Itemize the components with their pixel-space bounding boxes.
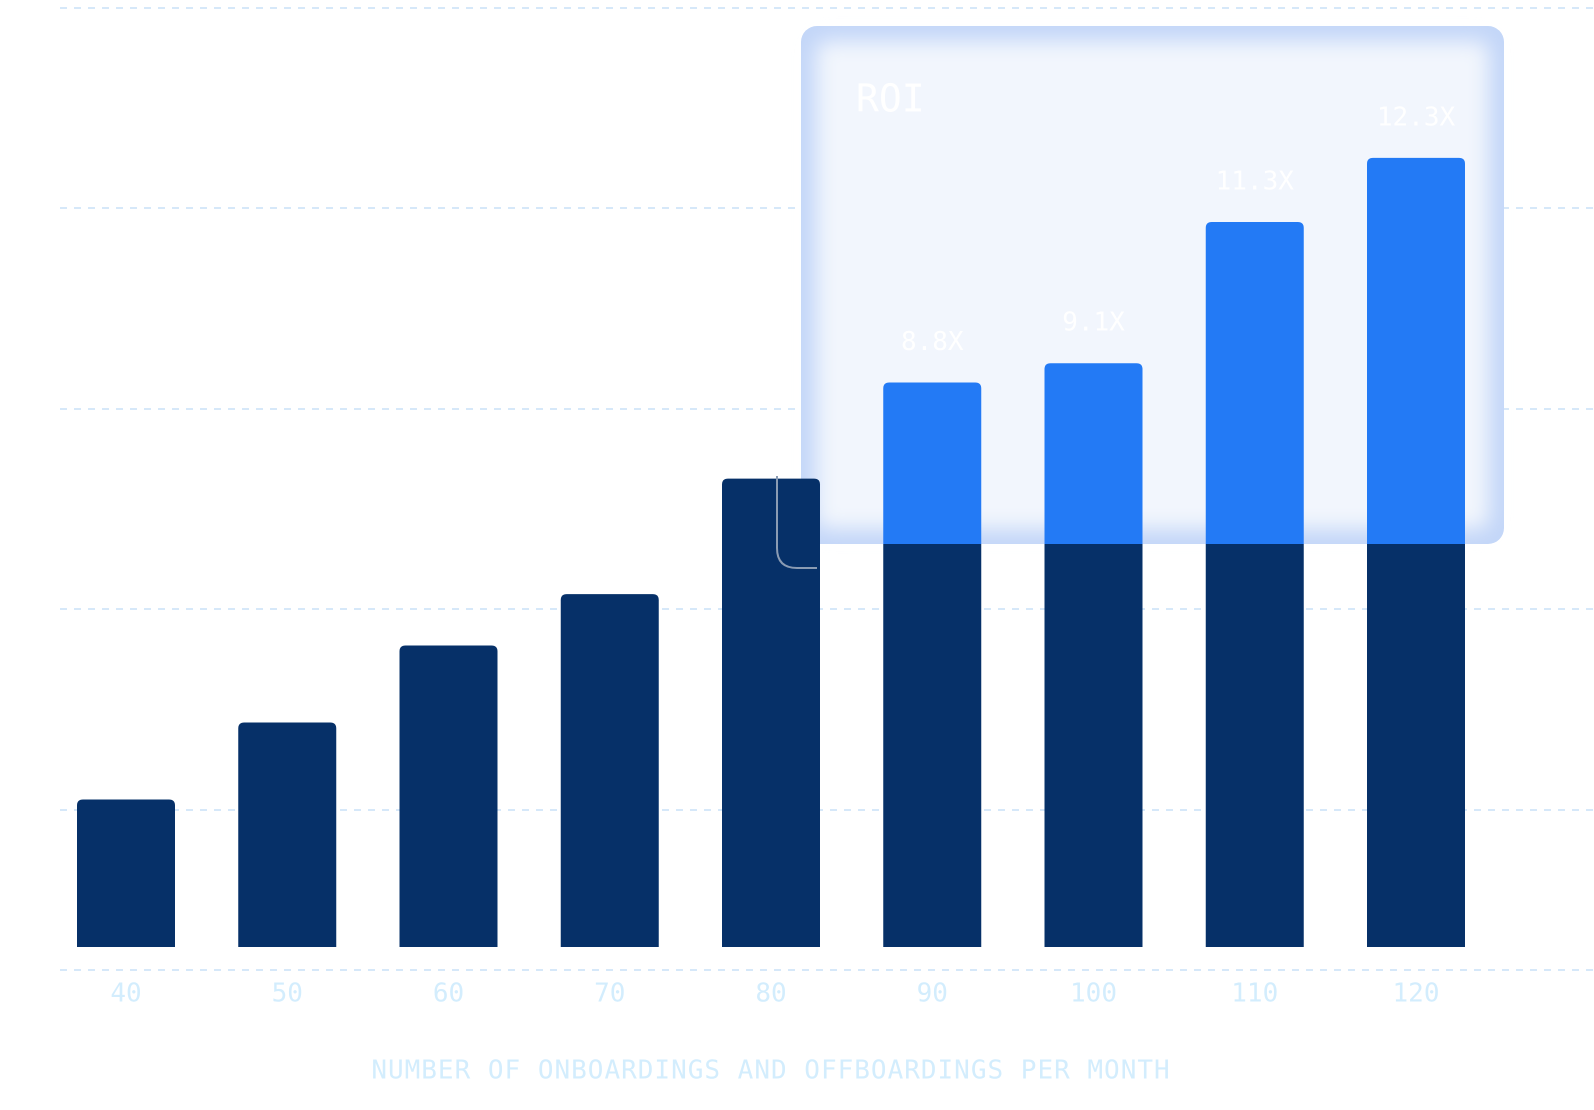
bar	[560, 594, 659, 947]
bar	[1367, 157, 1465, 947]
roi-title: ROI	[856, 77, 925, 121]
bar	[399, 645, 498, 947]
bar	[1205, 222, 1304, 948]
connector	[776, 476, 817, 569]
value-label: 12.3X	[1377, 102, 1456, 132]
x-tick-label: 80	[755, 979, 786, 1009]
roi-box-fill	[816, 41, 1489, 529]
x-tick-label: 90	[917, 979, 948, 1009]
bar	[238, 722, 337, 947]
x-axis-title: NUMBER OF ONBOARDINGS AND OFFBOARDINGS P…	[371, 1056, 1170, 1086]
bars: 40 50 60 70 80 90 8.8X 100 9.1X 110 11.3X 120 12.3X	[77, 102, 1465, 1009]
bar	[722, 478, 820, 947]
bar	[883, 382, 982, 947]
x-tick-label: 100	[1070, 979, 1117, 1009]
x-tick-label: 120	[1393, 979, 1440, 1009]
bar	[1044, 363, 1143, 947]
value-label: 11.3X	[1216, 167, 1295, 197]
x-tick-label: 40	[110, 979, 141, 1009]
x-tick-label: 50	[272, 979, 303, 1009]
bar	[77, 799, 175, 947]
value-label: 8.8X	[901, 327, 964, 357]
x-tick-label: 60	[433, 979, 464, 1009]
x-tick-label: 110	[1231, 979, 1278, 1009]
x-tick-label: 70	[594, 979, 625, 1009]
value-label: 9.1X	[1062, 308, 1125, 338]
